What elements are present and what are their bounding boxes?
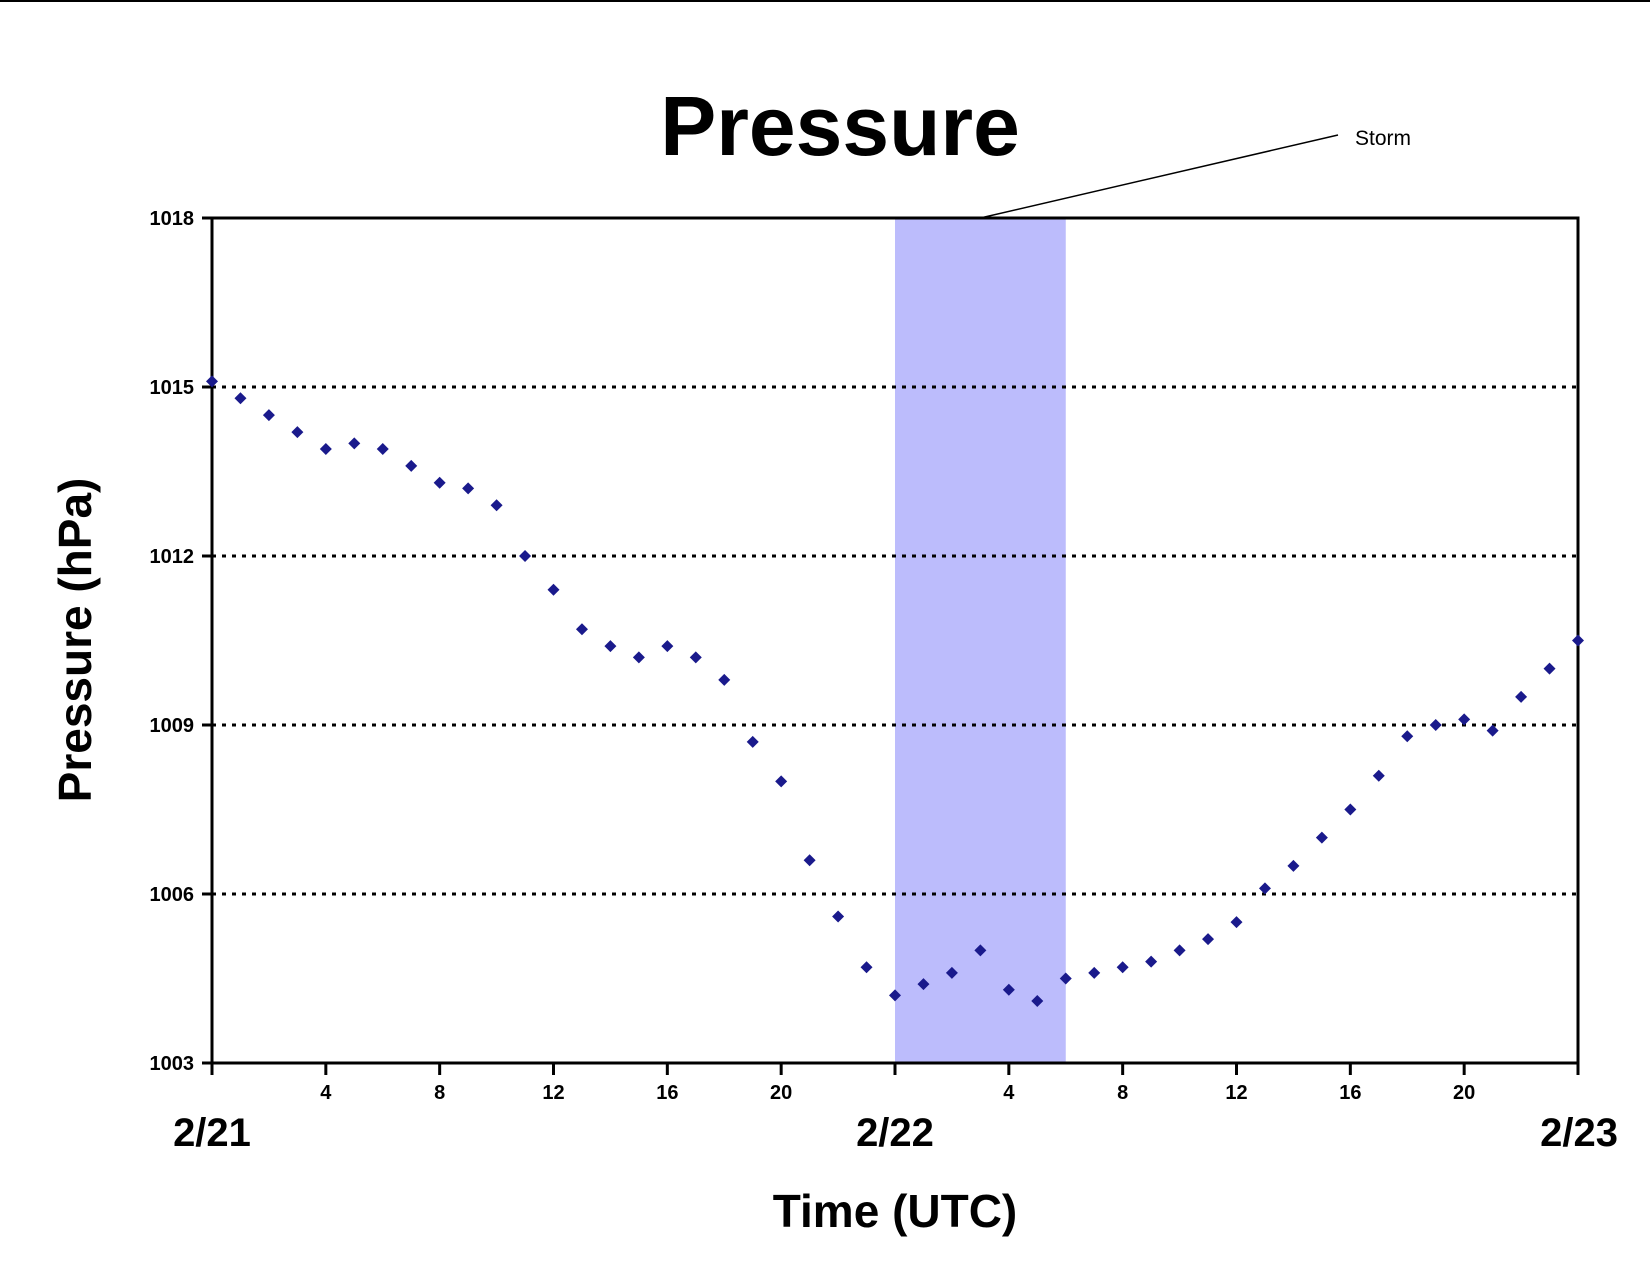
data-point [661, 640, 674, 653]
data-point [1287, 859, 1300, 872]
x-tick-label-40: 16 [1339, 1082, 1361, 1104]
data-point [1258, 882, 1271, 895]
date-label-2-22: 2/22 [856, 1111, 934, 1155]
y-tick-label-1003: 1003 [150, 1053, 195, 1075]
chart-text: Pressure Time (UTC) Pressure (hPa) Storm… [49, 79, 1618, 1237]
data-point [575, 623, 588, 636]
data-point [547, 583, 560, 596]
storm-annotation-label: Storm [1355, 127, 1411, 150]
y-tick-label-1009: 1009 [150, 715, 195, 737]
data-point [1002, 983, 1015, 996]
data-point [917, 978, 930, 991]
data-point [1315, 831, 1328, 844]
data-point [860, 961, 873, 974]
data-point [490, 499, 503, 512]
data-point [1088, 966, 1101, 979]
date-label-2-21: 2/21 [173, 1111, 251, 1155]
y-tick-label-1012: 1012 [150, 546, 195, 568]
data-point [1429, 719, 1442, 731]
data-point [433, 476, 446, 489]
data-point [291, 426, 304, 439]
y-tick-label-1018: 1018 [150, 208, 195, 230]
y-axis-label: Pressure (hPa) [49, 478, 101, 803]
data-point [348, 437, 361, 450]
x-tick-label-12: 12 [542, 1082, 564, 1104]
storm-region [895, 218, 1066, 1063]
axes [202, 134, 1580, 1075]
data-point [974, 944, 987, 957]
top-border [0, 0, 1650, 2]
data-point [718, 673, 731, 686]
data-point [632, 651, 645, 664]
chart-title: Pressure [660, 79, 1020, 173]
data-point [1372, 769, 1385, 782]
data-point [1401, 730, 1414, 743]
date-label-2-23: 2/23 [1540, 1111, 1618, 1155]
data-point [832, 910, 845, 923]
data-point [376, 442, 389, 455]
data-point [803, 854, 816, 867]
data-point [1230, 916, 1243, 929]
data-point [319, 442, 332, 455]
data-point [262, 409, 275, 422]
data-point [1572, 634, 1584, 647]
data-point [746, 735, 759, 748]
data-point [1145, 955, 1158, 968]
gridlines [212, 385, 1578, 896]
x-tick-label-8: 8 [434, 1082, 445, 1104]
data-point [1031, 995, 1044, 1008]
data-point [1344, 803, 1357, 816]
data-point [462, 482, 475, 495]
storm-leader-line [980, 134, 1339, 219]
y-tick-label-1006: 1006 [150, 884, 195, 906]
data-point [889, 989, 901, 1002]
data-point [234, 392, 247, 405]
data-point [519, 550, 532, 562]
x-tick-label-44: 20 [1453, 1082, 1475, 1104]
data-point [1116, 961, 1129, 974]
y-tick-label-1015: 1015 [150, 377, 195, 399]
x-tick-label-4: 4 [320, 1082, 332, 1104]
data-point [1543, 662, 1556, 675]
data-point [945, 966, 958, 979]
data-points [206, 375, 1584, 1008]
data-point [775, 775, 788, 788]
data-point [1515, 690, 1528, 703]
x-tick-label-28: 4 [1003, 1082, 1015, 1104]
x-axis-label: Time (UTC) [773, 1185, 1018, 1237]
x-tick-label-16: 16 [656, 1082, 678, 1104]
data-point [1486, 724, 1499, 737]
data-point [1458, 713, 1471, 726]
data-point [405, 459, 418, 472]
storm-shaded-region-layer [895, 218, 1066, 1063]
x-tick-label-32: 8 [1117, 1082, 1128, 1104]
data-point [1173, 944, 1186, 957]
data-point [1202, 933, 1215, 946]
data-point [604, 640, 617, 653]
x-tick-label-20: 20 [770, 1082, 792, 1104]
x-tick-label-36: 12 [1225, 1082, 1247, 1104]
data-point [689, 651, 702, 664]
data-point [1059, 972, 1072, 985]
data-point [206, 375, 218, 388]
